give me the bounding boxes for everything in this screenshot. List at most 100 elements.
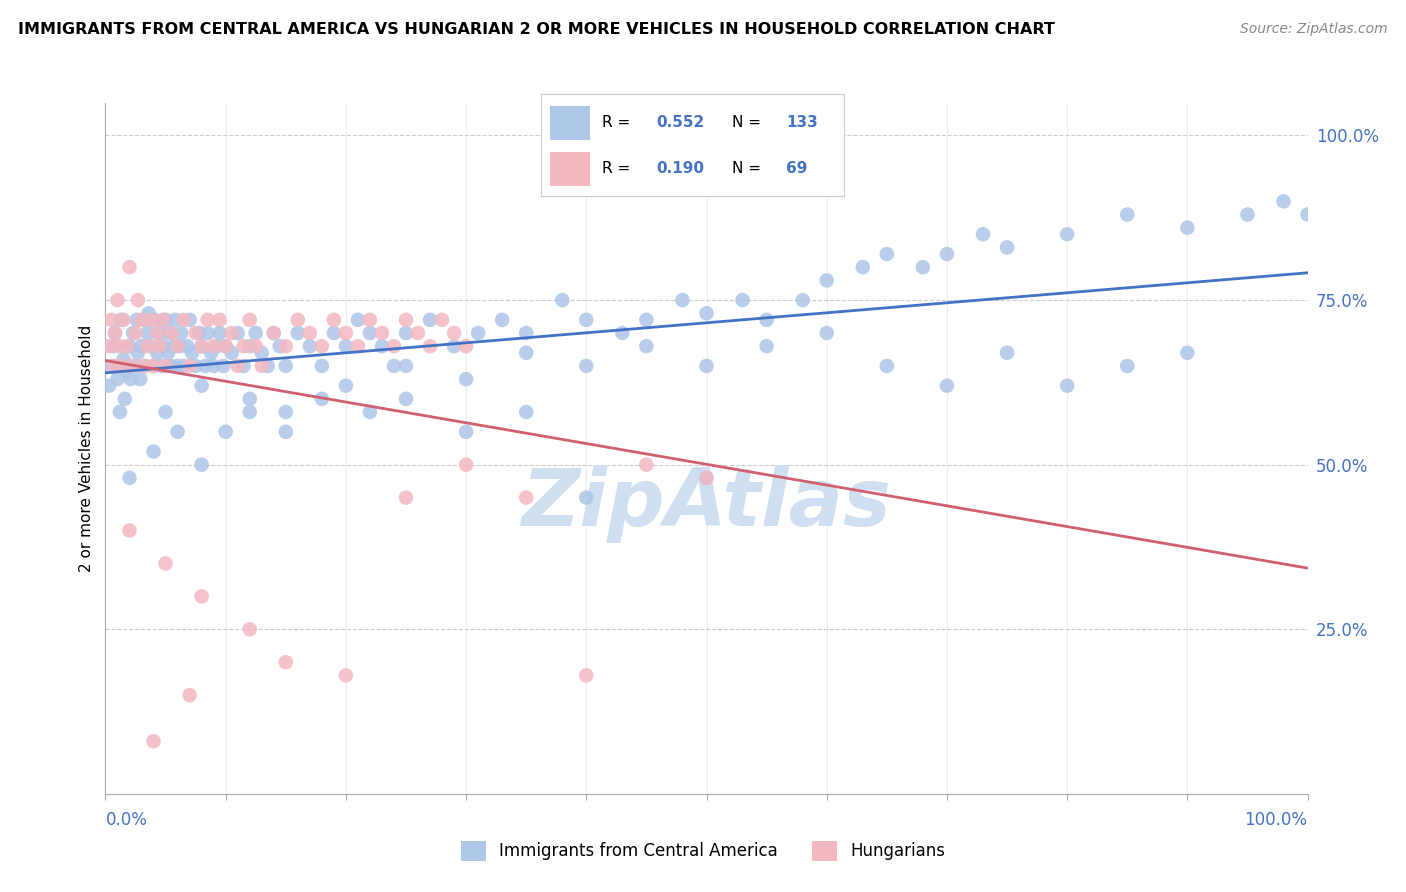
Point	[226, 326, 249, 340]
Point	[322, 313, 344, 327]
Point	[311, 339, 333, 353]
Point	[575, 313, 598, 327]
Point	[148, 326, 170, 340]
Point	[179, 688, 201, 702]
Point	[208, 326, 231, 340]
Point	[287, 313, 309, 327]
Point	[107, 372, 129, 386]
Point	[347, 339, 370, 353]
Point	[169, 339, 191, 353]
Point	[166, 425, 188, 439]
Point	[207, 339, 229, 353]
Point	[107, 293, 129, 307]
Point	[103, 339, 125, 353]
Point	[124, 326, 146, 340]
Point	[1175, 345, 1198, 359]
Text: N =: N =	[731, 161, 766, 176]
Point	[371, 326, 394, 340]
Point	[173, 313, 195, 327]
Text: 0.190: 0.190	[657, 161, 704, 176]
Point	[755, 339, 778, 353]
Point	[139, 313, 162, 327]
Point	[214, 339, 236, 353]
Text: 100.0%: 100.0%	[1244, 811, 1308, 829]
Point	[190, 339, 212, 353]
FancyBboxPatch shape	[550, 106, 589, 140]
Point	[188, 326, 211, 340]
Point	[406, 326, 429, 340]
Point	[179, 359, 201, 373]
Point	[575, 668, 598, 682]
Point	[221, 326, 243, 340]
Point	[232, 359, 254, 373]
Point	[202, 339, 225, 353]
Point	[269, 339, 291, 353]
Point	[149, 359, 172, 373]
Point	[551, 293, 574, 307]
Point	[132, 313, 155, 327]
Point	[1056, 378, 1078, 392]
Point	[371, 339, 394, 353]
Point	[134, 359, 156, 373]
Point	[155, 313, 177, 327]
Point	[131, 313, 153, 327]
Point	[239, 313, 262, 327]
Point	[454, 372, 477, 386]
Point	[335, 339, 357, 353]
Point	[443, 326, 465, 340]
Point	[232, 339, 254, 353]
Point	[419, 339, 441, 353]
Point	[491, 313, 513, 327]
Point	[274, 425, 297, 439]
Point	[184, 326, 207, 340]
Point	[936, 247, 959, 261]
Text: R =: R =	[602, 115, 636, 130]
Point	[335, 326, 357, 340]
Point	[335, 378, 357, 392]
Point	[430, 313, 453, 327]
Point	[214, 425, 236, 439]
Point	[382, 339, 405, 353]
Point	[112, 313, 135, 327]
Point	[202, 359, 225, 373]
Point	[120, 372, 142, 386]
Point	[298, 339, 321, 353]
Point	[132, 359, 155, 373]
Point	[118, 471, 141, 485]
Point	[121, 359, 143, 373]
Text: 133: 133	[786, 115, 818, 130]
Point	[157, 326, 180, 340]
Point	[142, 359, 165, 373]
Point	[1116, 207, 1139, 221]
Point	[142, 734, 165, 748]
Point	[152, 313, 174, 327]
Text: R =: R =	[602, 161, 636, 176]
Point	[100, 359, 122, 373]
Point	[245, 339, 267, 353]
Point	[143, 313, 166, 327]
Point	[671, 293, 693, 307]
Point	[274, 655, 297, 669]
Point	[274, 405, 297, 419]
Point	[995, 240, 1018, 254]
Point	[612, 326, 634, 340]
Point	[160, 326, 183, 340]
Point	[852, 260, 875, 275]
Point	[155, 359, 177, 373]
Point	[190, 590, 212, 604]
Point	[359, 313, 381, 327]
Point	[1272, 194, 1295, 209]
Point	[515, 345, 537, 359]
Point	[731, 293, 754, 307]
Point	[274, 339, 297, 353]
Point	[118, 260, 141, 275]
Point	[239, 622, 262, 636]
Point	[152, 339, 174, 353]
Point	[250, 345, 273, 359]
Point	[1116, 359, 1139, 373]
Point	[181, 345, 204, 359]
Point	[263, 326, 285, 340]
Point	[815, 326, 838, 340]
Point	[190, 458, 212, 472]
Text: N =: N =	[731, 115, 766, 130]
